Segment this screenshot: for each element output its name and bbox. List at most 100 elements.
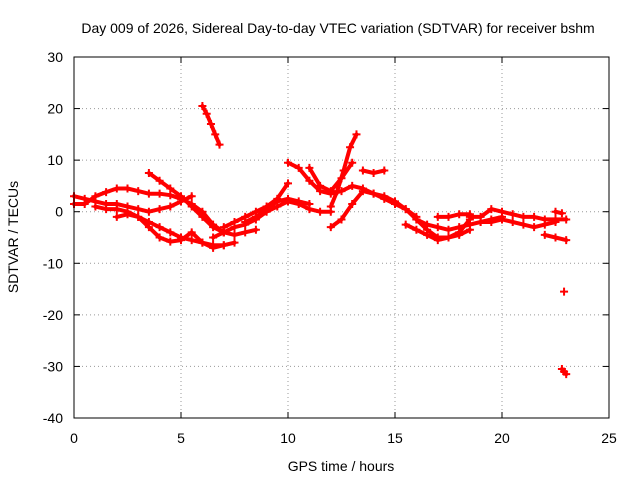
- data-point: [391, 197, 399, 206]
- satellite-track: [551, 207, 566, 218]
- satellite-track: [433, 210, 474, 221]
- data-point: [519, 220, 528, 229]
- track-line: [435, 212, 472, 219]
- data-point: [337, 215, 346, 224]
- data-point: [166, 184, 175, 193]
- data-point: [487, 218, 496, 227]
- satellite-track: [198, 101, 224, 149]
- data-point: [369, 189, 378, 198]
- data-point: [91, 192, 100, 201]
- y-tick-label: -20: [43, 307, 63, 323]
- satellite-track: [540, 230, 571, 245]
- data-point: [230, 223, 239, 232]
- data-point: [166, 191, 175, 200]
- data-point: [166, 202, 175, 211]
- satellite-track: [557, 365, 571, 379]
- x-tick-label: 10: [280, 430, 296, 446]
- data-point: [530, 223, 539, 232]
- data-point: [433, 236, 442, 245]
- data-point: [551, 207, 560, 216]
- data-point: [219, 228, 228, 237]
- satellite-track: [401, 215, 474, 245]
- data-point: [91, 202, 100, 211]
- satellite-track: [358, 166, 389, 178]
- data-point: [305, 199, 314, 208]
- data-point: [187, 228, 196, 237]
- data-point: [455, 210, 464, 219]
- data-point: [316, 181, 325, 190]
- data-point: [560, 287, 569, 296]
- data-point: [380, 192, 389, 201]
- data-point: [202, 109, 211, 118]
- data-point: [112, 184, 121, 193]
- data-point: [187, 236, 196, 245]
- data-point: [433, 223, 442, 232]
- data-point: [562, 236, 571, 245]
- data-point: [508, 218, 517, 227]
- data-point: [187, 192, 196, 201]
- data-point: [134, 205, 143, 214]
- data-point: [209, 241, 218, 250]
- satellite-track: [465, 205, 571, 224]
- track-line: [467, 207, 569, 222]
- y-tick-label: 10: [47, 152, 63, 168]
- data-point: [465, 220, 474, 229]
- data-point: [358, 166, 367, 175]
- x-tick-label: 20: [494, 430, 510, 446]
- data-point: [369, 169, 378, 178]
- data-point: [348, 181, 357, 190]
- data-point: [498, 207, 506, 216]
- data-point: [144, 218, 153, 227]
- data-point: [80, 199, 89, 208]
- data-point: [476, 218, 485, 227]
- satellite-track: [305, 158, 357, 196]
- data-point: [134, 187, 143, 196]
- data-point: [230, 230, 239, 239]
- data-point: [187, 202, 196, 211]
- data-point: [530, 212, 539, 221]
- data-point: [112, 212, 121, 221]
- data-point: [551, 218, 560, 227]
- data-point: [241, 218, 250, 227]
- data-point: [251, 225, 260, 234]
- axis-ticks: 0 5 10 15 20 25 -40 -30 -20 -10 0 10 20 30: [43, 49, 617, 446]
- satellite-track: [284, 158, 421, 221]
- data-point: [198, 212, 207, 221]
- y-tick-label: 20: [47, 101, 63, 117]
- data-point: [198, 101, 207, 110]
- data-point: [273, 197, 282, 206]
- satellite-track: [560, 287, 569, 296]
- data-point: [380, 166, 389, 175]
- data-point: [401, 220, 410, 229]
- data-point: [102, 188, 111, 197]
- data-point: [348, 199, 357, 208]
- satellite-track: [241, 194, 314, 227]
- data-point: [333, 187, 342, 196]
- data-point: [123, 184, 132, 193]
- data-point: [112, 205, 121, 214]
- data-point: [198, 238, 207, 247]
- data-point: [358, 187, 367, 196]
- satellite-track: [112, 210, 239, 250]
- data-point: [155, 176, 164, 185]
- data-point: [423, 220, 432, 229]
- data-point: [540, 230, 549, 239]
- y-tick-label: 0: [55, 204, 63, 220]
- data-point: [557, 209, 566, 218]
- data-point: [177, 233, 185, 242]
- data-point: [465, 210, 474, 219]
- data-point: [346, 143, 355, 152]
- data-point: [209, 233, 218, 242]
- y-tick-label: 30: [47, 49, 63, 65]
- data-point: [284, 179, 292, 188]
- data-point: [155, 205, 164, 214]
- data-point: [348, 158, 357, 167]
- x-tick-label: 15: [387, 430, 403, 446]
- plot-frame: [73, 56, 610, 419]
- data-point: [155, 233, 164, 242]
- data-point: [102, 205, 111, 214]
- data-point: [144, 169, 153, 178]
- x-axis-label: GPS time / hours: [288, 458, 395, 474]
- data-point: [508, 210, 517, 219]
- data-points: [70, 101, 571, 379]
